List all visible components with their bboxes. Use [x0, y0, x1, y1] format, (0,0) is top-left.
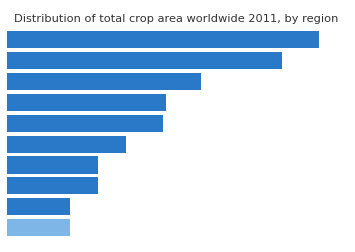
Bar	[7, 115, 163, 132]
Bar	[7, 53, 282, 70]
Bar	[7, 136, 126, 153]
Bar	[7, 94, 166, 112]
Bar	[7, 178, 98, 195]
Bar	[7, 32, 320, 49]
Bar	[7, 74, 201, 91]
Bar	[7, 219, 70, 236]
Bar	[7, 199, 70, 215]
Title: Distribution of total crop area worldwide 2011, by region: Distribution of total crop area worldwid…	[13, 14, 338, 24]
Bar	[7, 157, 98, 174]
